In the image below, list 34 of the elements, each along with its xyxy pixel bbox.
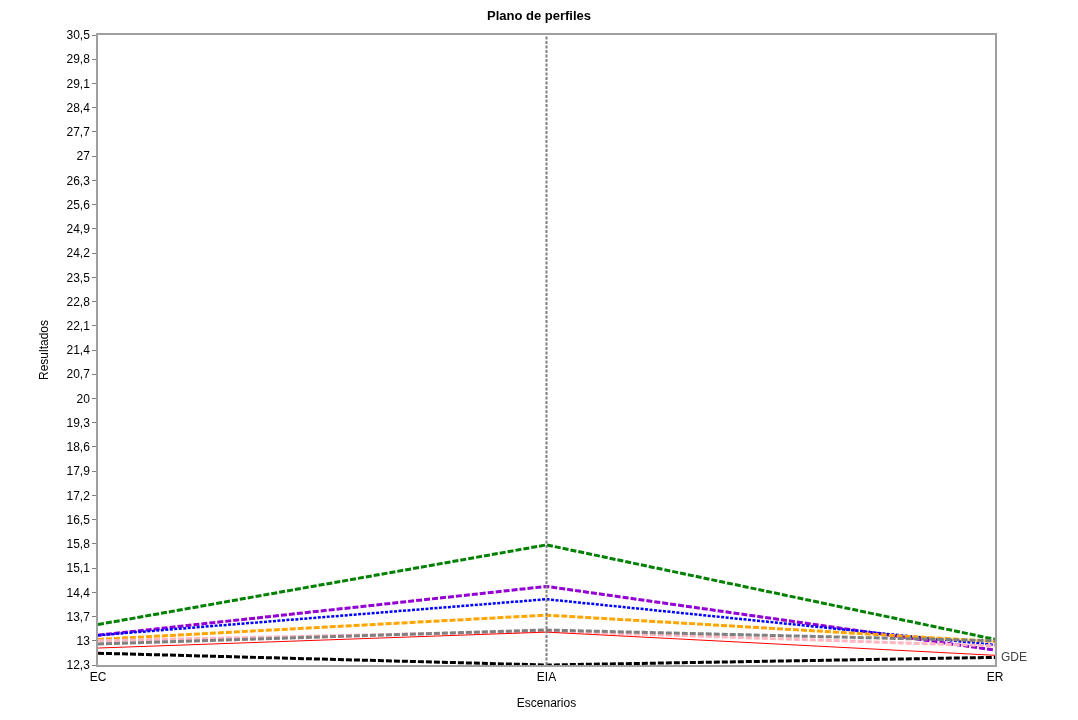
y-tick-label: 30,5	[66, 28, 91, 43]
x-axis-title: Escenarios	[516, 695, 577, 710]
y-tick-label: 17,2	[66, 488, 91, 503]
y-tick-label: 15,1	[66, 561, 91, 576]
x-tick-label: ER	[986, 670, 1004, 685]
y-tick-label: 13,7	[66, 609, 91, 624]
y-tick-label: 13	[76, 633, 91, 648]
y-tick-label: 17,9	[66, 464, 91, 479]
y-tick-label: 22,1	[66, 318, 91, 333]
x-tick-label: EC	[89, 670, 107, 685]
y-tick-label: 20	[76, 391, 91, 406]
y-axis-title: Resultados	[37, 319, 52, 381]
y-tick-label: 29,1	[66, 76, 91, 91]
y-tick-label: 24,2	[66, 246, 91, 261]
y-tick-label: 27	[76, 149, 91, 164]
y-tick-label: 22,8	[66, 294, 91, 309]
y-tick-label: 18,6	[66, 440, 91, 455]
y-tick-label: 19,3	[66, 415, 91, 430]
y-tick-label: 25,6	[66, 197, 91, 212]
y-tick-label: 15,8	[66, 537, 91, 552]
y-tick-label: 21,4	[66, 343, 91, 358]
chart-title: Plano de perfiles	[486, 7, 592, 23]
series-label: GDE	[1001, 650, 1028, 664]
y-tick-label: 27,7	[66, 125, 91, 140]
y-tick-label: 24,9	[66, 222, 91, 237]
y-tick-label: 26,3	[66, 173, 91, 188]
y-tick-label: 29,8	[66, 52, 91, 67]
y-tick-label: 16,5	[66, 512, 91, 527]
y-tick-label: 12,3	[66, 658, 91, 673]
y-tick-label: 14,4	[66, 585, 91, 600]
y-tick-label: 20,7	[66, 367, 91, 382]
y-tick-label: 28,4	[66, 100, 91, 115]
y-tick-label: 23,5	[66, 270, 91, 285]
x-tick-label: EIA	[536, 670, 557, 685]
